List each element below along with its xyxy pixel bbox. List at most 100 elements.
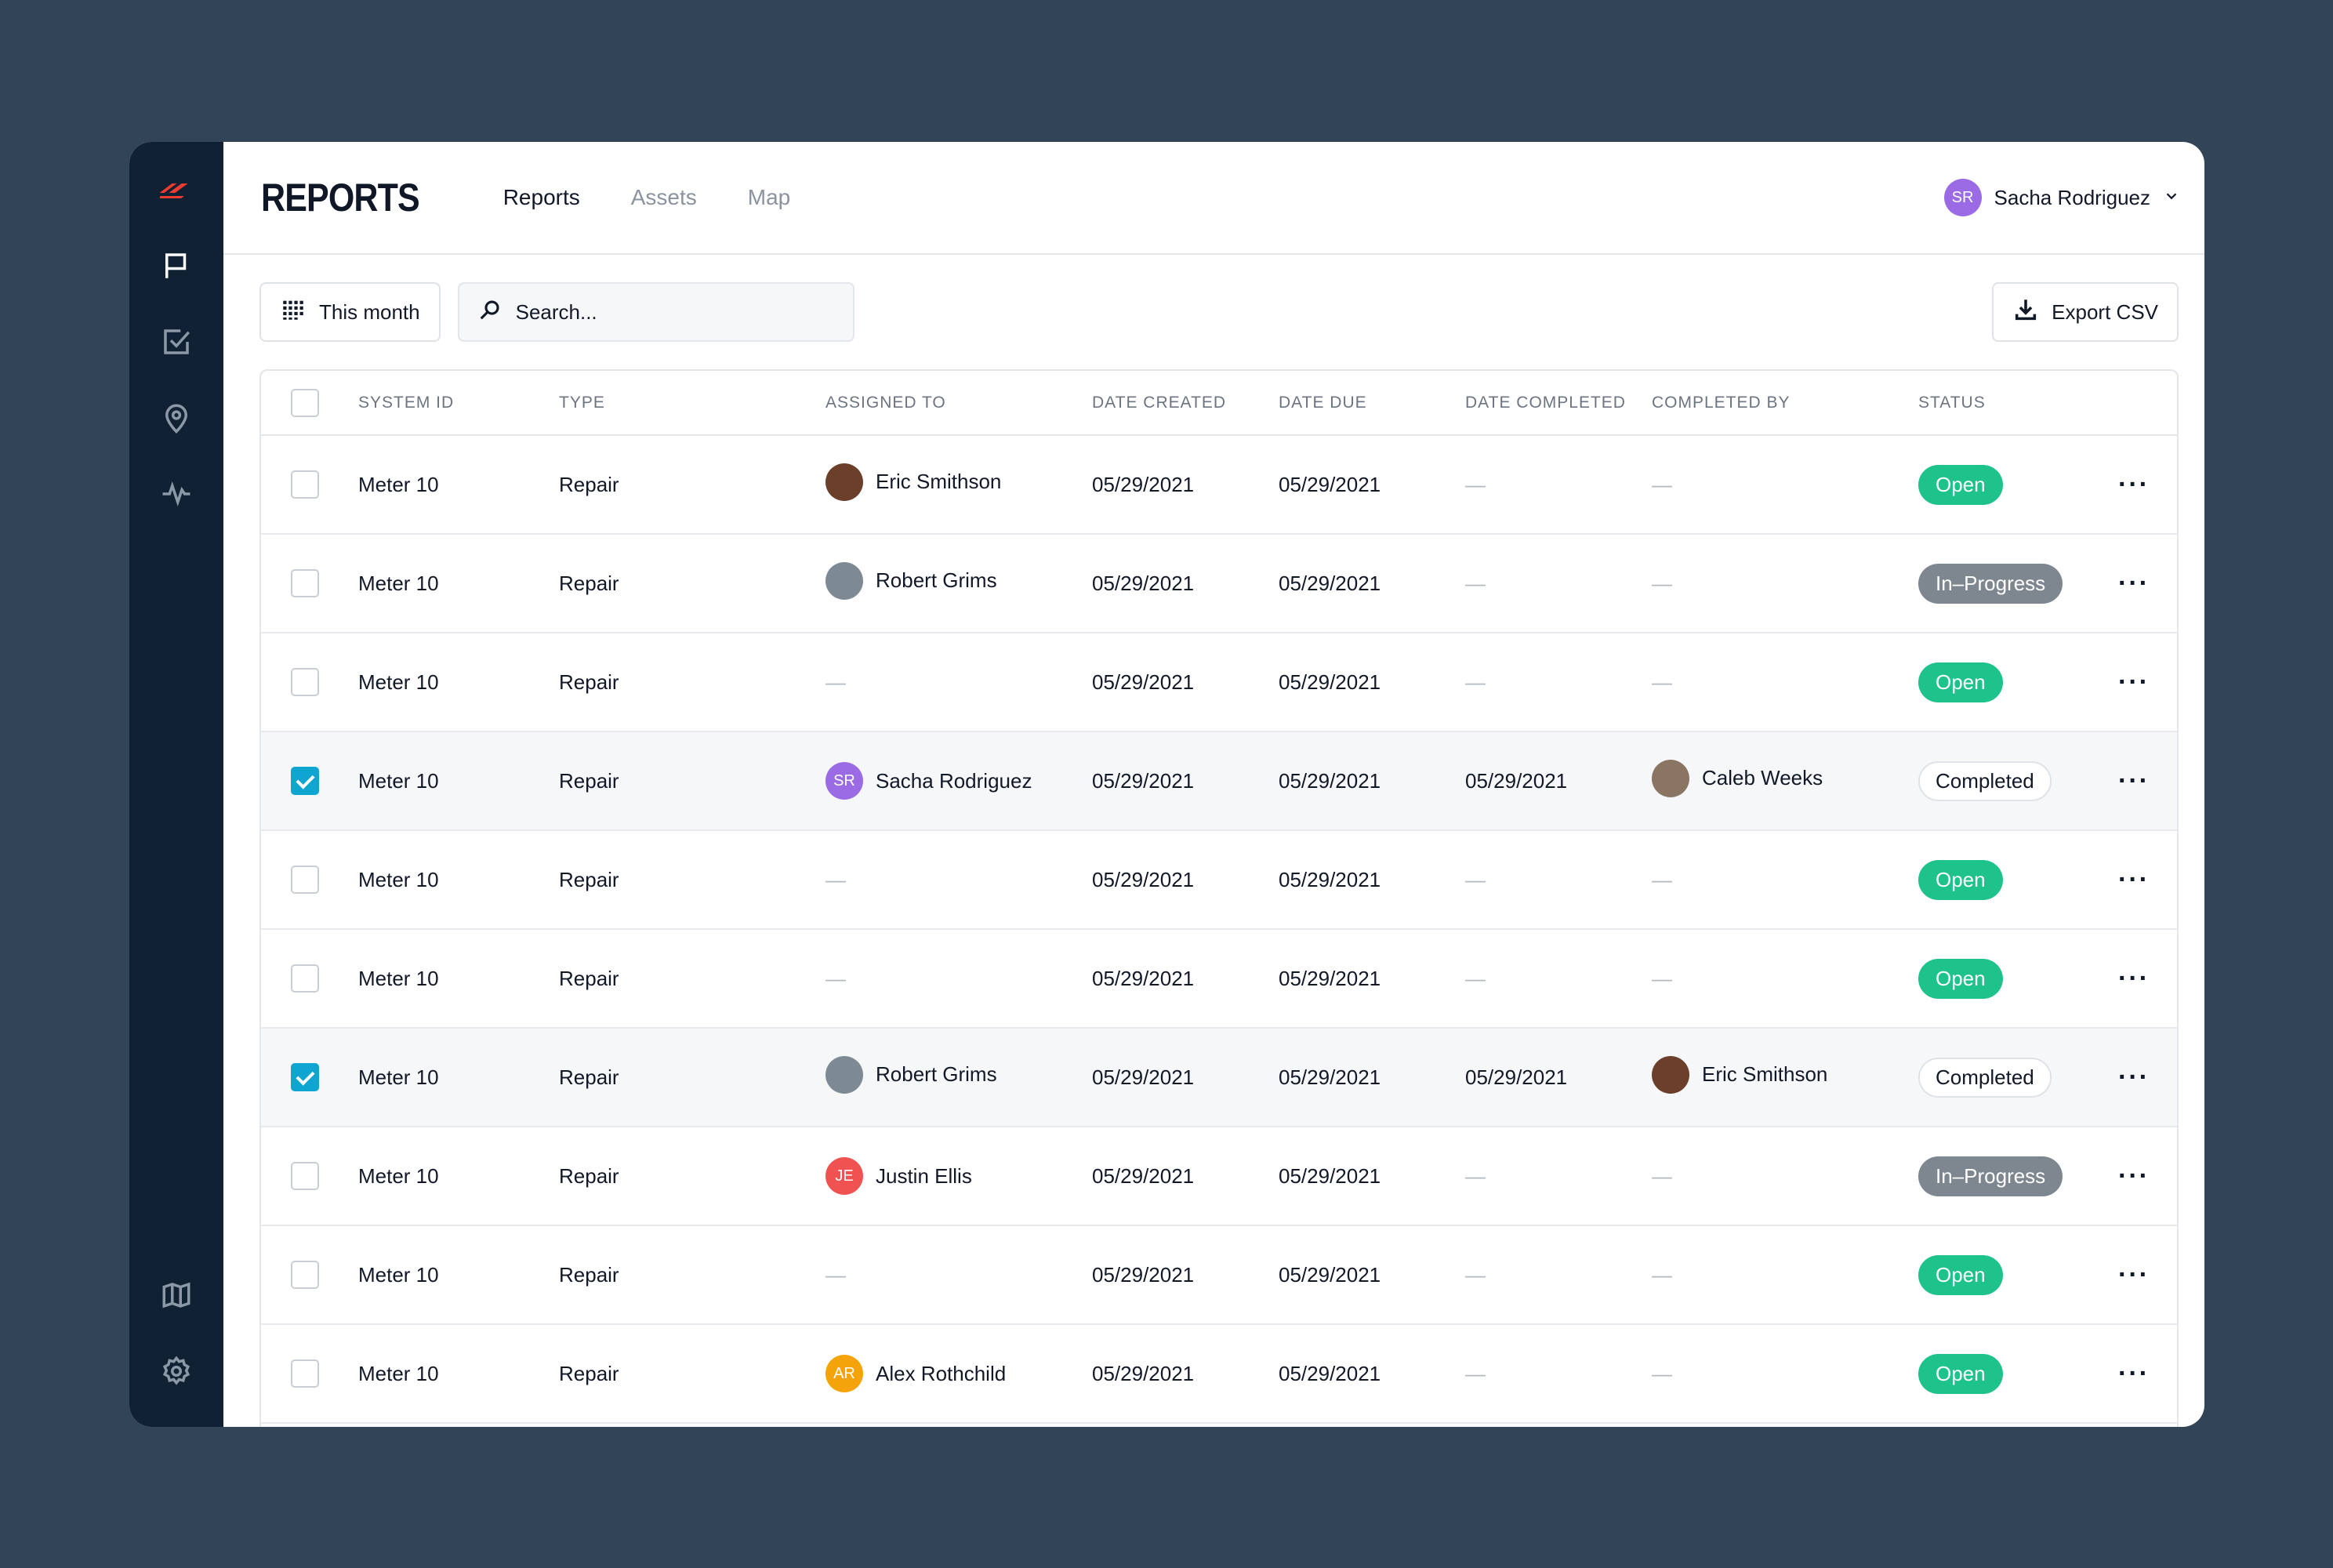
empty-value: — [825, 966, 846, 990]
column-header[interactable]: DATE DUE [1279, 371, 1465, 436]
more-options-icon[interactable]: ··· [2091, 929, 2177, 1029]
table-row[interactable]: Meter 10 Repair Eric Smithson 05/29/2021 05/… [261, 435, 2177, 535]
table-header: SYSTEM ID TYPE ASSIGNED TO DATE CREATED … [261, 371, 2177, 436]
location-pin-icon[interactable] [129, 380, 223, 456]
avatar [825, 463, 863, 501]
completed-by-cell: — [1652, 830, 1918, 930]
status-badge: Open [1918, 662, 2003, 702]
more-options-icon[interactable]: ··· [2091, 830, 2177, 930]
more-options-icon[interactable]: ··· [2091, 1127, 2177, 1226]
row-checkbox[interactable] [291, 866, 319, 894]
app-window: REPORTS Reports Assets Map SR Sacha Rodr… [129, 142, 2204, 1427]
date-created-cell: 05/29/2021 [1092, 1324, 1279, 1424]
map-icon[interactable] [129, 1258, 223, 1333]
avatar [825, 561, 863, 600]
more-options-icon[interactable]: ··· [2091, 731, 2177, 831]
avatar: AR [825, 1355, 863, 1392]
table-row[interactable]: Meter 10 Repair —05/29/2021 05/29/2021— — Ope… [261, 1225, 2177, 1325]
download-icon [2012, 296, 2039, 328]
table-row[interactable]: Meter 10 Repair JE Justin Ellis 05/29/2021 05… [261, 1127, 2177, 1226]
completed-by-cell: — [1652, 633, 1918, 732]
column-header[interactable]: SYSTEM ID [358, 371, 559, 436]
gear-icon[interactable] [129, 1334, 223, 1409]
tab-reports[interactable]: Reports [503, 185, 580, 209]
tab-assets[interactable]: Assets [630, 185, 697, 209]
type-cell: Repair [559, 633, 825, 732]
status-badge: Open [1918, 464, 2003, 505]
table-row[interactable]: Meter 10 Repair —05/29/2021 05/29/2021— — Ope… [261, 633, 2177, 732]
checkbox-icon[interactable] [129, 304, 223, 379]
date-completed-cell: — [1465, 571, 1486, 595]
table-row[interactable]: Meter 10 Repair AR Alex Rothchild 05/29/2021… [261, 1324, 2177, 1424]
date-created-cell: 05/29/2021 [1092, 1225, 1279, 1325]
row-checkbox[interactable] [291, 569, 319, 597]
row-checkbox[interactable] [291, 668, 319, 696]
completed-by-cell: — [1652, 929, 1918, 1029]
more-options-icon[interactable]: ··· [2091, 1028, 2177, 1127]
date-due-cell: 05/29/2021 [1279, 633, 1465, 732]
row-checkbox[interactable] [291, 1063, 319, 1091]
completed-by-cell: Caleb Weeks [1652, 731, 1918, 831]
person-cell: Robert Grims [825, 561, 997, 600]
type-cell: Repair [559, 1127, 825, 1226]
export-csv-button[interactable]: Export CSV [1992, 282, 2179, 342]
person-name: Caleb Weeks [1702, 766, 1823, 789]
table-row[interactable]: Meter 10 Repair —05/29/2021 05/29/2021— — Ope… [261, 830, 2177, 930]
tab-map[interactable]: Map [747, 185, 791, 209]
avatar: JE [825, 1157, 863, 1195]
system-id-cell: Meter 10 [358, 731, 559, 831]
type-cell: Repair [559, 830, 825, 930]
date-completed-cell: — [1465, 670, 1486, 694]
more-options-icon[interactable]: ··· [2091, 534, 2177, 633]
date-completed-cell: — [1465, 1361, 1486, 1385]
select-all-checkbox[interactable] [291, 388, 319, 417]
column-header[interactable]: ASSIGNED TO [825, 371, 1092, 436]
person-cell: SR Sacha Rodriguez [825, 762, 1032, 800]
more-options-icon[interactable]: ··· [2091, 435, 2177, 535]
more-options-icon[interactable]: ··· [2091, 1225, 2177, 1325]
column-header[interactable]: DATE CREATED [1092, 371, 1279, 436]
more-options-icon[interactable]: ··· [2091, 1324, 2177, 1424]
table-row[interactable]: Meter 10 Repair Robert Grims 05/29/2021 05/2… [261, 1028, 2177, 1127]
type-cell: Repair [559, 435, 825, 535]
row-checkbox[interactable] [291, 470, 319, 499]
flag-icon[interactable] [129, 228, 223, 303]
user-name: Sacha Rodriguez [1994, 185, 2150, 209]
date-due-cell: 05/29/2021 [1279, 731, 1465, 831]
system-id-cell: Meter 10 [358, 1324, 559, 1424]
empty-value: — [825, 1262, 846, 1287]
type-cell: Repair [559, 731, 825, 831]
column-header[interactable]: COMPLETED BY [1652, 371, 1918, 436]
user-menu[interactable]: SR Sacha Rodriguez [1943, 179, 2180, 216]
date-created-cell: 05/29/2021 [1092, 1127, 1279, 1226]
column-header[interactable]: STATUS [1918, 371, 2091, 436]
assigned-cell: JE Justin Ellis [825, 1127, 1092, 1226]
person-cell: Caleb Weeks [1652, 759, 1823, 797]
row-checkbox[interactable] [291, 964, 319, 993]
status-badge: Completed [1918, 1057, 2052, 1098]
row-checkbox[interactable] [291, 1359, 319, 1388]
row-checkbox[interactable] [291, 1162, 319, 1190]
table-row[interactable]: Meter 10 Repair —05/29/2021 05/29/2021— — Ope… [261, 929, 2177, 1029]
search-input[interactable]: Search... [457, 282, 854, 342]
assigned-cell: — [825, 1225, 1092, 1325]
column-header[interactable]: DATE COMPLETED [1465, 371, 1652, 436]
page-title: REPORTS [261, 176, 420, 220]
avatar [1652, 759, 1689, 797]
table-row[interactable]: Meter 10 Repair SR Sacha Rodriguez 05/29/202… [261, 731, 2177, 831]
activity-icon[interactable] [129, 456, 223, 532]
date-filter-button[interactable]: This month [259, 282, 441, 342]
more-options-icon[interactable]: ··· [2091, 633, 2177, 732]
empty-value: — [1652, 1163, 1672, 1188]
row-checkbox[interactable] [291, 767, 319, 795]
completed-by-cell: — [1652, 1127, 1918, 1226]
column-header[interactable]: TYPE [559, 371, 825, 436]
date-due-cell: 05/29/2021 [1279, 435, 1465, 535]
date-created-cell: 05/29/2021 [1092, 633, 1279, 732]
system-id-cell: Meter 10 [358, 534, 559, 633]
row-checkbox[interactable] [291, 1261, 319, 1289]
logo-icon[interactable] [129, 151, 223, 227]
table-row[interactable]: Meter 10 Repair Robert Grims 05/29/2021 05/2… [261, 534, 2177, 633]
status-badge: Open [1918, 859, 2003, 900]
empty-value: — [1652, 867, 1672, 891]
